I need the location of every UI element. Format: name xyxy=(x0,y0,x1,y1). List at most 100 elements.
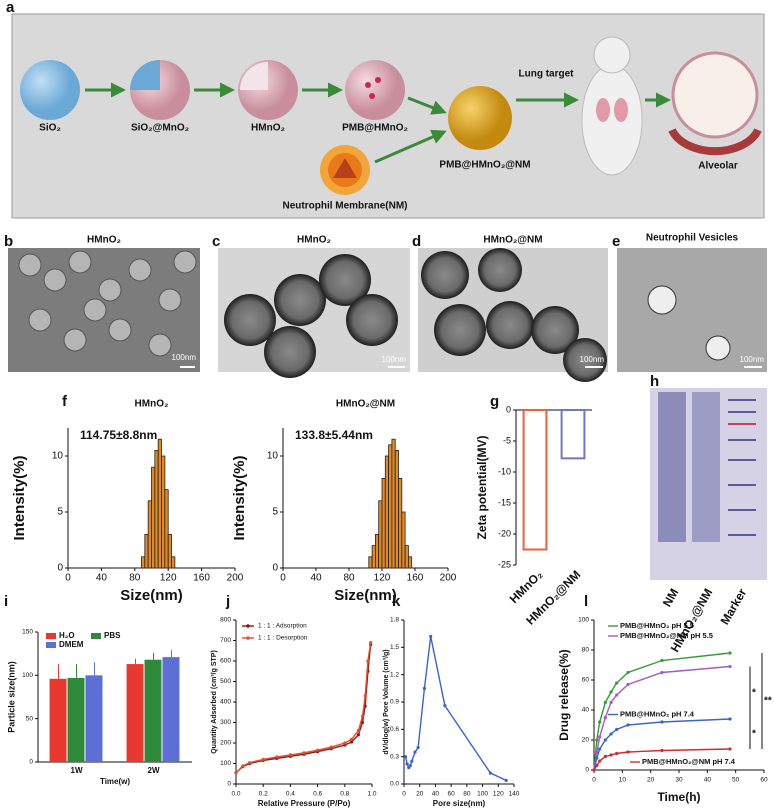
x-tick-label: 80 xyxy=(343,573,355,584)
point xyxy=(360,714,365,718)
schematic-label: HMnO₂ xyxy=(251,123,285,134)
point xyxy=(363,694,367,698)
x-tick-label: 100 xyxy=(477,791,488,798)
panel-label: f xyxy=(62,393,68,410)
panel-label: h xyxy=(650,373,659,390)
x-axis-label: Size(nm) xyxy=(334,587,397,604)
scale-bar: 100nm xyxy=(740,355,765,364)
point xyxy=(356,733,360,737)
point xyxy=(660,720,664,724)
lane-label: Marker xyxy=(718,586,750,627)
point xyxy=(609,700,613,705)
y-tick-label: 40 xyxy=(582,707,590,714)
point xyxy=(595,763,599,768)
y-tick-label: 100 xyxy=(220,760,231,767)
x-axis-label: Time(w) xyxy=(100,777,130,786)
y-tick-label: 0.3 xyxy=(390,753,399,760)
legend-label: PMB@HMnO₂ pH 7.4 xyxy=(620,709,695,718)
y-tick-label: 200 xyxy=(220,740,231,747)
point xyxy=(288,753,292,757)
y-tick-label: 0 xyxy=(272,563,278,574)
point xyxy=(626,750,630,754)
significance: * xyxy=(752,729,756,740)
point xyxy=(615,751,619,756)
panel-label: a xyxy=(6,0,15,16)
x-tick-label: 20 xyxy=(416,791,424,798)
point xyxy=(598,747,602,751)
y-axis-label: dV/dlog(w) Pore Volume (cm³/g) xyxy=(383,649,390,754)
scale-bar: 100nm xyxy=(172,353,197,362)
annotation: 133.8±5.44nm xyxy=(295,428,373,442)
point xyxy=(261,757,265,762)
significance: * xyxy=(752,687,756,698)
y-axis-label: Intensity(%) xyxy=(231,455,248,540)
bar xyxy=(407,556,413,569)
bar xyxy=(126,664,144,762)
y-tick-label: 300 xyxy=(220,719,231,726)
y-tick-label: 0 xyxy=(57,563,63,574)
point xyxy=(615,727,619,732)
image-title: Neutrophil Vesicles xyxy=(646,233,739,244)
schematic-label: Neutrophil Membrane(NM) xyxy=(283,201,408,212)
y-axis-label: Particle size(nm) xyxy=(6,661,16,733)
point xyxy=(329,745,333,749)
point xyxy=(626,723,630,727)
panel-label: c xyxy=(212,233,220,250)
x-tick-label: 0.0 xyxy=(231,791,240,798)
bar xyxy=(391,438,396,569)
point xyxy=(615,681,619,685)
y-tick-label: -10 xyxy=(498,466,511,476)
point xyxy=(728,664,732,669)
point xyxy=(356,729,360,733)
bar xyxy=(167,534,172,569)
bar xyxy=(144,534,149,569)
bar xyxy=(141,556,146,569)
bar xyxy=(374,534,380,569)
y-tick-label: 100 xyxy=(22,672,33,679)
point xyxy=(369,640,373,645)
panel-label: e xyxy=(612,233,620,250)
bar xyxy=(398,477,403,569)
x-tick-label: 40 xyxy=(96,573,108,584)
y-tick-label: 500 xyxy=(220,678,231,685)
legend-marker xyxy=(246,636,250,640)
y-tick-label: 1.2 xyxy=(390,671,399,678)
panel-label: k xyxy=(392,593,401,610)
x-tick-label: 20 xyxy=(647,777,655,784)
x-tick-label: 40 xyxy=(704,777,712,784)
legend-label: PMB@HMnO₂@NM pH 5.5 xyxy=(620,631,713,640)
x-tick-label: 2W xyxy=(148,766,160,775)
x-tick-label: 1W xyxy=(71,766,83,775)
schematic-label: Alveolar xyxy=(698,161,738,172)
x-tick-label: 200 xyxy=(440,573,457,584)
y-tick-label: 5 xyxy=(272,507,278,518)
point xyxy=(416,745,420,750)
x-tick-label: 50 xyxy=(732,777,740,784)
bar xyxy=(404,545,409,569)
x-tick-label: 0.4 xyxy=(286,791,295,798)
x-tick-label: 0 xyxy=(280,573,286,584)
panel-label: g xyxy=(490,393,499,410)
y-tick-label: 800 xyxy=(220,617,231,624)
line xyxy=(404,636,507,781)
bar xyxy=(560,409,586,460)
point xyxy=(410,759,414,763)
bar xyxy=(171,556,176,569)
point xyxy=(660,748,664,753)
x-tick-label: 10 xyxy=(619,777,627,784)
point xyxy=(609,753,613,757)
x-tick-label: 0 xyxy=(402,791,406,798)
bar xyxy=(151,466,156,569)
point xyxy=(728,717,732,721)
x-tick-label: 0.6 xyxy=(313,791,322,798)
y-tick-label: 100 xyxy=(578,617,589,624)
significance: ** xyxy=(764,696,772,707)
point xyxy=(728,651,732,655)
x-axis-label: Size(nm) xyxy=(120,587,183,604)
x-tick-label: 120 xyxy=(493,791,504,798)
legend-label: PMB@HMnO₂ pH 5.5 xyxy=(620,621,694,630)
point xyxy=(609,690,613,694)
bar xyxy=(368,556,373,569)
bar xyxy=(378,500,383,569)
bar xyxy=(388,444,393,569)
